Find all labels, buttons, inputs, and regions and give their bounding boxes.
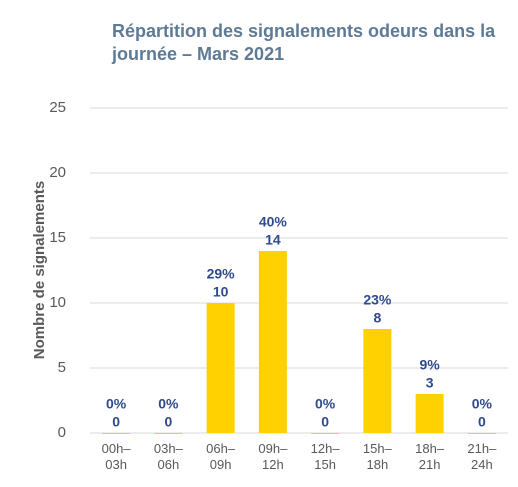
bar bbox=[154, 433, 183, 434]
percent-label: 40% bbox=[259, 214, 288, 230]
percent-label: 0% bbox=[472, 396, 493, 412]
chart-title: Répartition des signalements odeurs dans… bbox=[112, 21, 496, 64]
x-tick-label: 00h–03h bbox=[101, 441, 131, 472]
y-axis-label: Nombre de signalements bbox=[31, 181, 48, 359]
value-label: 0 bbox=[164, 414, 172, 430]
bar bbox=[258, 251, 287, 433]
bar bbox=[415, 394, 444, 433]
y-tick-label: 0 bbox=[58, 424, 66, 441]
percent-label: 0% bbox=[315, 396, 336, 412]
y-tick-label: 10 bbox=[49, 294, 66, 311]
percent-label: 29% bbox=[207, 266, 236, 282]
x-tick-label: 15h–18h bbox=[362, 441, 392, 472]
value-label: 14 bbox=[265, 232, 281, 248]
y-tick-label: 15 bbox=[49, 229, 66, 246]
value-label: 8 bbox=[373, 310, 381, 326]
value-label: 10 bbox=[213, 284, 229, 300]
value-label: 0 bbox=[112, 414, 120, 430]
value-label: 0 bbox=[321, 414, 329, 430]
percent-label: 23% bbox=[363, 292, 392, 308]
y-tick-label: 5 bbox=[58, 359, 66, 376]
percent-label: 0% bbox=[106, 396, 127, 412]
bar bbox=[467, 433, 496, 434]
y-tick-label: 20 bbox=[49, 164, 66, 181]
bar bbox=[363, 329, 392, 433]
x-tick-label: 21h–24h bbox=[467, 441, 497, 472]
x-tick-label: 09h–12h bbox=[258, 441, 288, 472]
bar bbox=[206, 303, 235, 433]
value-label: 3 bbox=[426, 375, 434, 391]
x-tick-label: 03h–06h bbox=[153, 441, 183, 472]
percent-label: 9% bbox=[420, 357, 441, 373]
bar bbox=[102, 433, 131, 434]
value-label: 0 bbox=[478, 414, 486, 430]
x-tick-label: 06h–09h bbox=[206, 441, 236, 472]
bar bbox=[311, 433, 340, 434]
x-tick-label: 18h–21h bbox=[415, 441, 445, 472]
y-tick-label: 25 bbox=[49, 99, 66, 116]
x-tick-label: 12h–15h bbox=[310, 441, 340, 472]
percent-label: 0% bbox=[158, 396, 179, 412]
